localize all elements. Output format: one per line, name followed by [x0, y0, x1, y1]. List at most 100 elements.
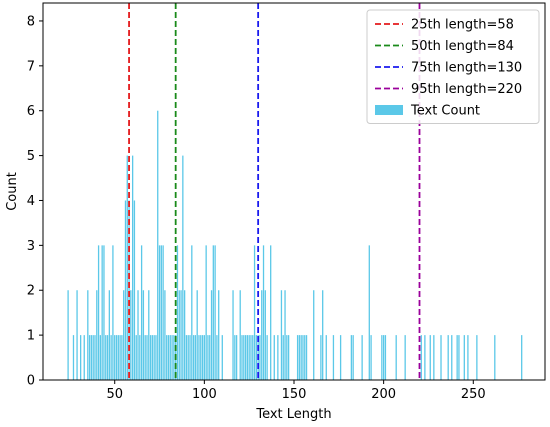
bar — [381, 335, 383, 380]
x-tick-label: 250 — [461, 387, 486, 402]
x-axis-ticks: 50 100 150 200 250 — [106, 380, 486, 402]
legend-label: Text Count — [410, 104, 480, 119]
bar-series — [67, 110, 523, 381]
bar — [382, 335, 385, 380]
legend-label: 75th length=130 — [411, 61, 522, 76]
bar — [280, 290, 283, 380]
bar — [178, 290, 180, 380]
bar — [429, 335, 431, 380]
bar — [201, 335, 204, 380]
bar — [320, 335, 322, 380]
y-tick-label: 8 — [27, 14, 35, 29]
bar — [305, 335, 308, 380]
x-tick-label: 100 — [192, 387, 217, 402]
bar — [192, 335, 195, 380]
legend-label: 50th length=84 — [411, 39, 514, 54]
bar — [262, 245, 265, 380]
x-axis-label: Text Length — [255, 407, 331, 422]
legend-box — [366, 9, 540, 124]
bar — [235, 335, 238, 380]
bar — [352, 335, 354, 380]
bar — [277, 335, 279, 380]
bar — [191, 245, 193, 380]
bar — [144, 335, 146, 380]
bar — [273, 335, 275, 380]
legend-label: 25th length=58 — [411, 18, 514, 33]
bar — [325, 335, 327, 380]
bar — [440, 335, 442, 380]
bar — [259, 335, 261, 380]
bar — [124, 200, 127, 380]
bar — [115, 335, 118, 380]
bar — [232, 290, 234, 380]
bar — [157, 110, 159, 381]
x-tick-label: 150 — [282, 387, 307, 402]
y-tick-label: 3 — [27, 239, 35, 254]
bar — [284, 290, 286, 380]
bar — [300, 335, 302, 380]
bar — [424, 335, 426, 380]
bar — [216, 335, 218, 380]
bar — [266, 335, 268, 380]
y-tick-label: 5 — [27, 149, 35, 164]
bar — [83, 335, 85, 380]
bar — [169, 335, 171, 380]
bar — [119, 335, 121, 380]
bar — [287, 335, 290, 380]
bar — [126, 155, 128, 380]
bar — [246, 335, 249, 380]
bar — [194, 335, 197, 380]
bar — [451, 335, 453, 380]
y-tick-label: 7 — [27, 59, 35, 74]
y-tick-label: 1 — [27, 329, 35, 344]
legend-label: 95th length=220 — [411, 82, 522, 97]
bar — [205, 245, 207, 380]
bar — [203, 335, 206, 380]
y-axis-ticks: 0 1 2 3 4 5 6 7 8 — [27, 14, 43, 389]
bar — [458, 335, 460, 380]
bar — [72, 335, 75, 380]
x-tick-label: 50 — [106, 387, 123, 402]
bar — [105, 335, 107, 380]
x-tick-label: 200 — [371, 387, 396, 402]
bar — [207, 335, 209, 380]
bar — [97, 245, 100, 380]
bar — [121, 335, 123, 380]
bar — [117, 335, 119, 380]
bar — [404, 335, 406, 380]
bar — [302, 335, 304, 380]
bar — [261, 290, 263, 380]
bar — [149, 335, 152, 380]
bar — [221, 335, 223, 380]
bar — [103, 245, 105, 380]
bar — [494, 335, 496, 380]
bar — [182, 155, 184, 380]
bar — [106, 335, 109, 380]
bar — [76, 290, 78, 380]
bar — [158, 245, 161, 380]
bar — [148, 290, 150, 380]
y-tick-label: 6 — [27, 104, 35, 119]
bar — [361, 335, 363, 380]
bar — [368, 245, 370, 380]
bar — [282, 335, 284, 380]
bar — [209, 335, 211, 380]
bar — [286, 335, 288, 380]
bar — [162, 245, 164, 380]
bar — [164, 290, 166, 380]
bar — [200, 335, 202, 380]
y-tick-label: 2 — [27, 284, 35, 299]
bar — [92, 335, 94, 380]
bar — [88, 335, 91, 380]
bar — [298, 335, 301, 380]
bar — [234, 335, 236, 380]
bar — [135, 335, 137, 380]
bar — [212, 245, 214, 380]
bar — [296, 335, 299, 380]
bar — [99, 335, 102, 380]
bar — [239, 290, 241, 380]
bar — [214, 245, 216, 380]
bar — [183, 290, 186, 380]
